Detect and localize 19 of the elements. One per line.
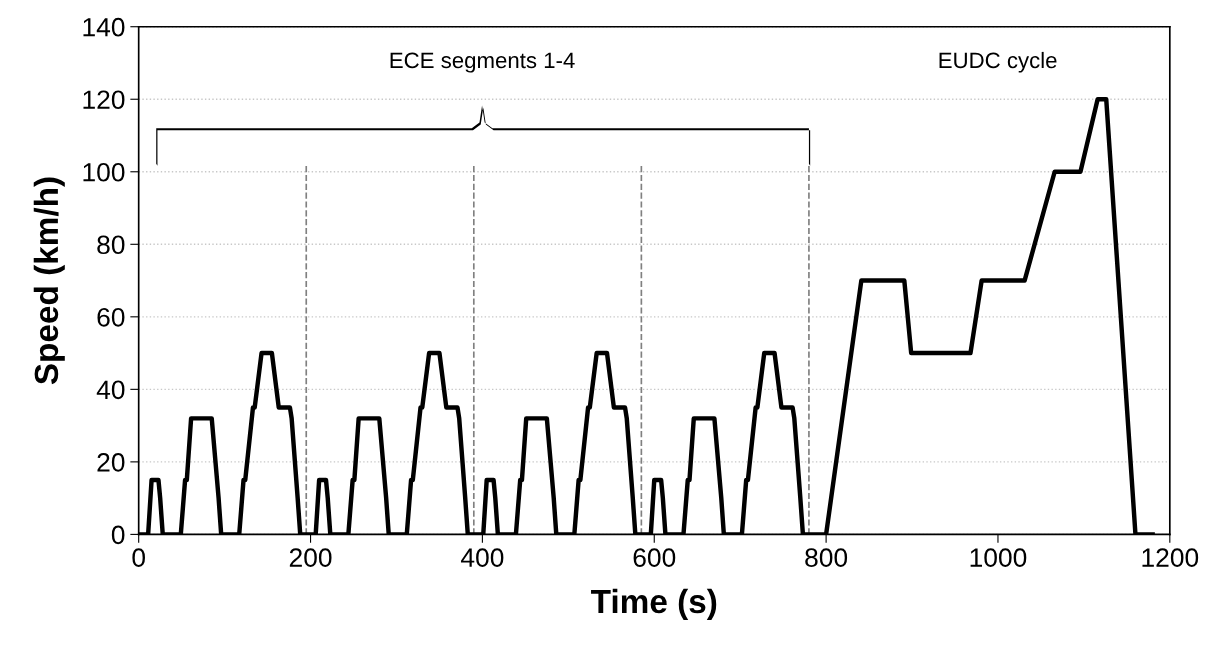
x-tick-label: 600 xyxy=(633,548,676,567)
x-tick-label: 200 xyxy=(289,548,332,567)
x-tick-label: 400 xyxy=(460,548,504,567)
x-axis-title: Time (s) xyxy=(591,588,717,620)
x-tick-label: 0 xyxy=(132,548,145,567)
x-tick-label: 1000 xyxy=(970,548,1027,567)
y-tick-label: 20 xyxy=(97,453,125,472)
y-tick-label: 100 xyxy=(83,162,125,182)
y-tick-label: 40 xyxy=(96,380,125,400)
y-tick-label: 60 xyxy=(97,307,125,327)
y-tick-label: 140 xyxy=(83,17,125,37)
x-tick-label: 1200 xyxy=(1142,548,1199,567)
y-axis-title: Speed (km/h) xyxy=(33,177,65,385)
x-tick-label: 800 xyxy=(805,548,848,567)
y-tick-label: 80 xyxy=(97,235,125,255)
annotation: EUDC cycle xyxy=(939,51,1057,73)
annotation: ECE segments 1-4 xyxy=(390,52,575,73)
y-tick-label: 120 xyxy=(83,90,125,110)
y-tick-label: 0 xyxy=(111,525,125,545)
